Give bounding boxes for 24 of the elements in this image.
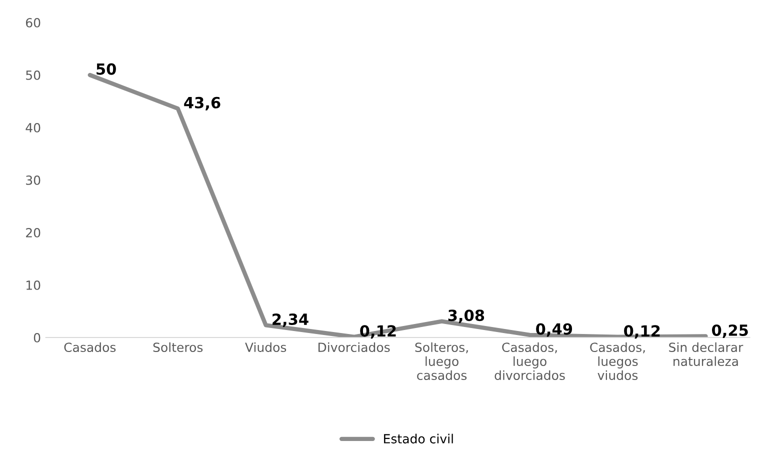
data-label: 0,49 xyxy=(536,323,572,337)
data-label: 2,34 xyxy=(272,313,308,327)
y-tick-label: 20 xyxy=(26,228,40,238)
data-label: 0,25 xyxy=(712,324,748,338)
x-tick-label: Solteros xyxy=(153,342,203,352)
y-tick-label: 50 xyxy=(26,70,40,80)
y-tick-label: 40 xyxy=(26,122,40,132)
x-tick-label: Divorciados xyxy=(318,342,390,352)
y-tick-label: 10 xyxy=(26,280,40,290)
y-tick-label: 30 xyxy=(26,175,40,185)
x-tick-label: Viudos xyxy=(245,342,286,352)
data-label: 3,08 xyxy=(448,310,484,324)
legend-label: Estado civil xyxy=(384,434,453,444)
x-tick-label: Casados xyxy=(64,342,116,352)
x-tick-label: Sin declarar naturaleza xyxy=(669,342,744,366)
x-tick-label: Casados, luegos viudos xyxy=(590,342,645,380)
data-label: 0,12 xyxy=(624,325,660,339)
x-tick-label: Casados, luego divorciados xyxy=(494,342,565,380)
data-label: 43,6 xyxy=(184,96,220,110)
y-tick-label: 0 xyxy=(34,332,40,342)
x-tick-label: Solteros, luego casados xyxy=(415,342,468,380)
data-label: 0,12 xyxy=(360,325,396,339)
y-tick-label: 60 xyxy=(26,18,40,28)
data-label: 50 xyxy=(96,63,116,75)
